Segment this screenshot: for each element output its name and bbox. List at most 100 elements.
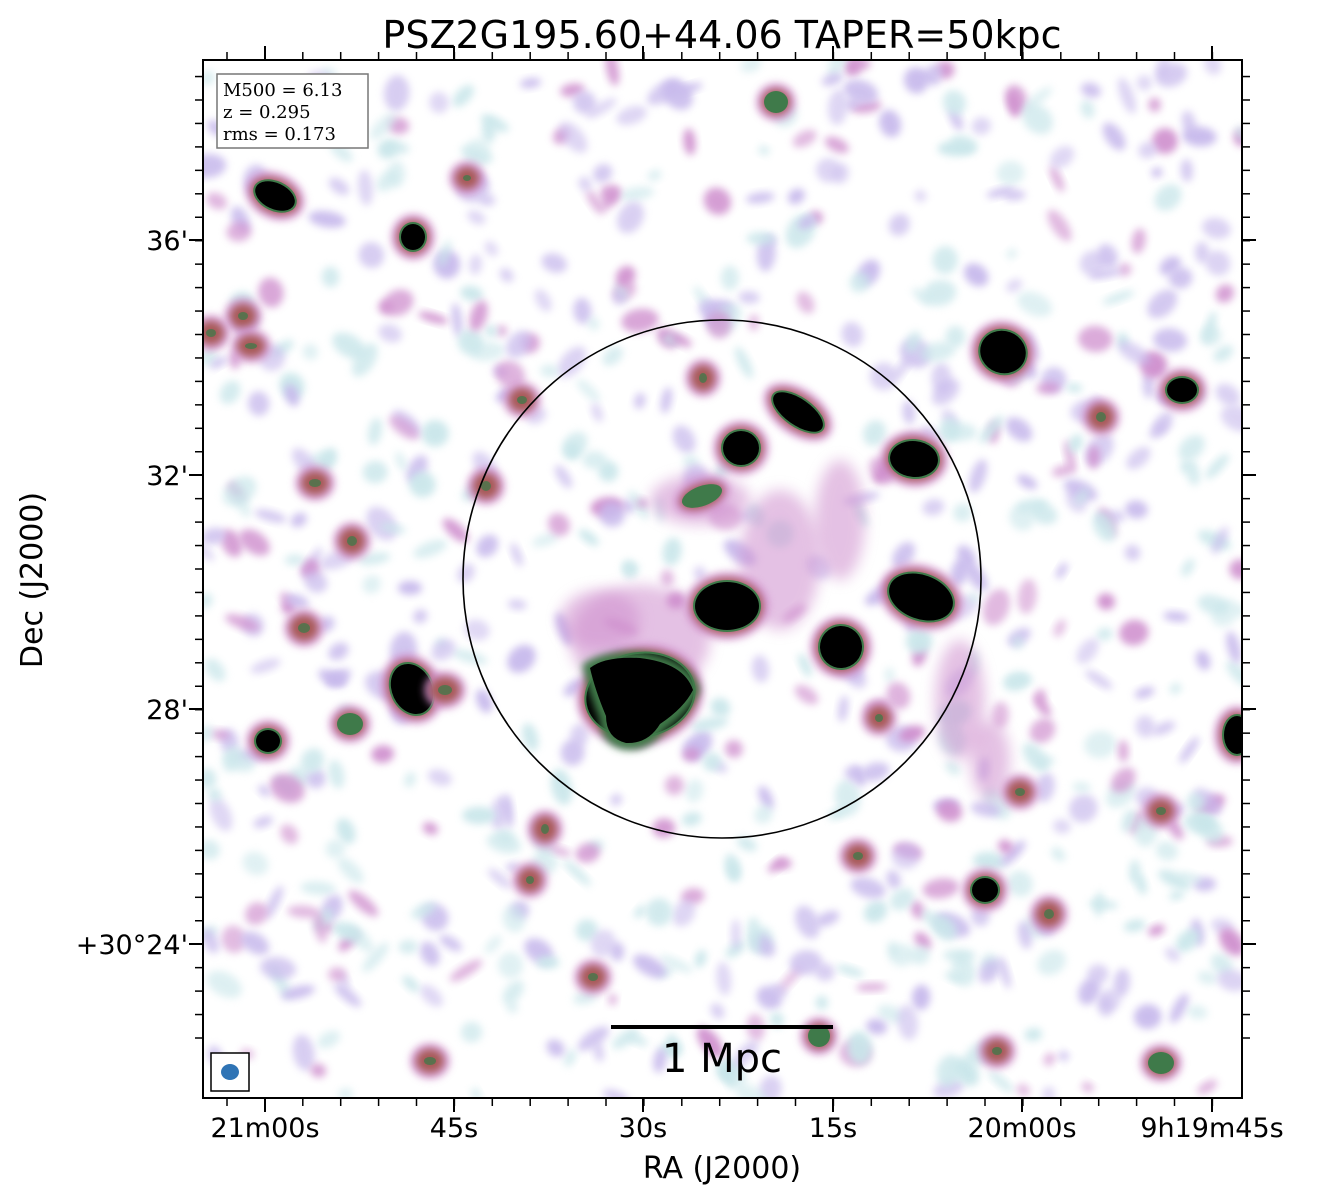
noise-blob — [615, 265, 636, 287]
noise-blob — [241, 931, 270, 955]
noise-blob — [911, 984, 931, 1011]
noise-blob — [1178, 434, 1205, 461]
noise-blob — [972, 851, 1006, 871]
noise-blob — [325, 839, 346, 859]
noise-blob — [586, 189, 605, 215]
noise-blob — [795, 905, 820, 939]
noise-blob — [1080, 100, 1095, 119]
noise-blob — [1168, 267, 1193, 289]
noise-blob — [738, 291, 760, 304]
noise-blob — [787, 188, 805, 205]
noise-blob — [1148, 97, 1161, 112]
noise-blob — [1017, 921, 1033, 950]
noise-blob — [587, 317, 600, 331]
noise-blob — [285, 593, 309, 609]
noise-blob — [1005, 676, 1034, 685]
noise-blob — [203, 928, 220, 954]
noise-blob — [1219, 928, 1242, 956]
noise-blob — [337, 857, 364, 884]
noise-blob — [209, 797, 233, 832]
noise-blob — [593, 1042, 605, 1062]
noise-blob — [944, 971, 963, 983]
beam-box — [210, 1052, 250, 1092]
noise-blob — [1152, 128, 1178, 154]
noise-blob — [203, 70, 215, 86]
noise-blob — [827, 89, 848, 126]
radio-source — [333, 522, 371, 560]
diffuse-emission — [970, 720, 1010, 800]
noise-blob — [418, 311, 449, 324]
noise-blob — [304, 571, 328, 593]
noise-blob — [332, 332, 366, 360]
noise-blob — [616, 105, 647, 125]
noise-blob — [545, 845, 572, 857]
noise-blob — [1180, 158, 1193, 182]
noise-blob — [866, 1018, 888, 1035]
noise-blob — [308, 210, 346, 228]
noise-blob — [634, 905, 646, 919]
noise-blob — [1118, 740, 1129, 763]
noise-blob — [1080, 82, 1102, 98]
noise-blob — [222, 476, 257, 507]
noise-blob — [264, 885, 284, 919]
noise-blob — [1085, 670, 1113, 690]
noise-blob — [821, 73, 844, 86]
noise-blob — [1118, 77, 1136, 114]
radio-source — [879, 563, 963, 631]
noise-blob — [563, 678, 585, 697]
noise-blob — [1005, 417, 1033, 442]
noise-blob — [506, 330, 532, 358]
noise-blob — [590, 929, 616, 957]
noise-blob — [1153, 328, 1188, 352]
noise-blob — [939, 417, 961, 443]
y-tick-label: 32' — [146, 461, 188, 492]
noise-blob — [1131, 228, 1146, 254]
noise-blob — [645, 898, 673, 927]
noise-blob — [502, 980, 524, 1004]
y-tick-label: 28' — [146, 695, 188, 726]
noise-blob — [682, 747, 701, 762]
y-axis-label: Dec (J2000) — [15, 492, 50, 668]
noise-blob — [884, 667, 895, 683]
noise-blob — [487, 868, 512, 889]
noise-blob — [963, 263, 989, 287]
noise-blob — [971, 117, 992, 135]
noise-blob — [269, 773, 305, 804]
radio-source — [224, 298, 262, 334]
radio-source — [284, 609, 324, 647]
noise-blob — [362, 942, 389, 973]
noise-blob — [1165, 947, 1180, 962]
noise-blob — [585, 98, 617, 119]
noise-blob — [575, 919, 598, 942]
info-box: M500 = 6.13 z = 0.295 rms = 0.173 — [216, 73, 369, 149]
noise-blob — [208, 787, 222, 802]
noise-blob — [427, 769, 452, 786]
diffuse-emission — [815, 460, 865, 580]
noise-blob — [694, 949, 707, 968]
radio-source — [861, 700, 897, 736]
noise-blob — [1169, 993, 1189, 1024]
noise-blob — [1215, 284, 1234, 303]
noise-blob — [281, 985, 315, 1000]
noise-blob — [562, 431, 588, 459]
noise-blob — [1022, 103, 1054, 135]
noise-blob — [371, 745, 395, 763]
noise-blob — [239, 529, 270, 556]
noise-blob — [284, 384, 300, 407]
noise-blob — [815, 910, 840, 927]
noise-blob — [219, 380, 241, 405]
noise-blob — [1068, 794, 1098, 823]
noise-blob — [735, 1084, 768, 1098]
noise-blob — [1007, 870, 1033, 897]
noise-blob — [318, 447, 338, 472]
noise-blob — [253, 816, 274, 828]
radio-source — [962, 868, 1008, 912]
noise-blob — [685, 779, 704, 803]
noise-blob — [367, 417, 383, 446]
radio-source — [756, 83, 796, 121]
redshift-text: z = 0.295 — [223, 102, 311, 123]
noise-blob — [486, 832, 522, 854]
noise-blob — [203, 725, 214, 742]
noise-blob — [534, 289, 552, 312]
noise-blob — [965, 562, 989, 592]
